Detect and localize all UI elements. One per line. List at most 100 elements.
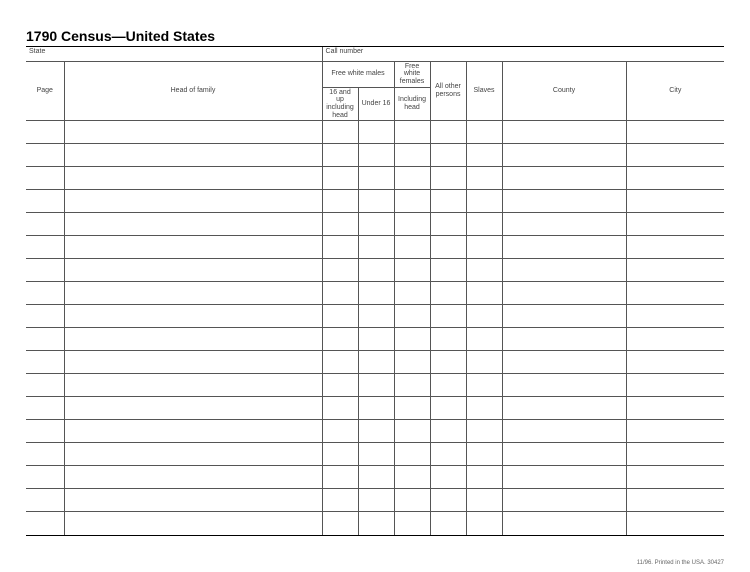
data-cell[interactable] xyxy=(358,121,394,144)
data-cell[interactable] xyxy=(358,443,394,466)
data-cell[interactable] xyxy=(430,167,466,190)
data-cell[interactable] xyxy=(322,420,358,443)
data-cell[interactable] xyxy=(26,512,64,535)
data-cell[interactable] xyxy=(430,397,466,420)
data-cell[interactable] xyxy=(26,466,64,489)
data-cell[interactable] xyxy=(430,282,466,305)
data-cell[interactable] xyxy=(322,305,358,328)
data-cell[interactable] xyxy=(358,236,394,259)
data-cell[interactable] xyxy=(26,236,64,259)
data-cell[interactable] xyxy=(322,489,358,512)
data-cell[interactable] xyxy=(26,351,64,374)
data-cell[interactable] xyxy=(430,236,466,259)
data-cell[interactable] xyxy=(394,443,430,466)
data-cell[interactable] xyxy=(626,512,724,535)
data-cell[interactable] xyxy=(502,397,626,420)
data-cell[interactable] xyxy=(626,328,724,351)
data-cell[interactable] xyxy=(502,190,626,213)
data-cell[interactable] xyxy=(358,328,394,351)
data-cell[interactable] xyxy=(466,466,502,489)
data-cell[interactable] xyxy=(394,190,430,213)
data-cell[interactable] xyxy=(430,489,466,512)
data-cell[interactable] xyxy=(394,259,430,282)
data-cell[interactable] xyxy=(26,328,64,351)
data-cell[interactable] xyxy=(466,305,502,328)
data-cell[interactable] xyxy=(430,512,466,535)
data-cell[interactable] xyxy=(322,466,358,489)
data-cell[interactable] xyxy=(502,374,626,397)
data-cell[interactable] xyxy=(358,259,394,282)
data-cell[interactable] xyxy=(626,397,724,420)
data-cell[interactable] xyxy=(322,282,358,305)
data-cell[interactable] xyxy=(466,443,502,466)
data-cell[interactable] xyxy=(466,121,502,144)
data-cell[interactable] xyxy=(64,466,322,489)
data-cell[interactable] xyxy=(430,144,466,167)
data-cell[interactable] xyxy=(26,121,64,144)
data-cell[interactable] xyxy=(64,512,322,535)
data-cell[interactable] xyxy=(430,305,466,328)
data-cell[interactable] xyxy=(430,374,466,397)
data-cell[interactable] xyxy=(394,397,430,420)
data-cell[interactable] xyxy=(64,282,322,305)
data-cell[interactable] xyxy=(322,374,358,397)
data-cell[interactable] xyxy=(466,167,502,190)
data-cell[interactable] xyxy=(466,259,502,282)
data-cell[interactable] xyxy=(64,144,322,167)
data-cell[interactable] xyxy=(358,466,394,489)
data-cell[interactable] xyxy=(322,121,358,144)
data-cell[interactable] xyxy=(64,190,322,213)
data-cell[interactable] xyxy=(502,328,626,351)
data-cell[interactable] xyxy=(466,489,502,512)
data-cell[interactable] xyxy=(64,121,322,144)
data-cell[interactable] xyxy=(502,420,626,443)
data-cell[interactable] xyxy=(26,305,64,328)
data-cell[interactable] xyxy=(466,512,502,535)
data-cell[interactable] xyxy=(358,144,394,167)
data-cell[interactable] xyxy=(322,236,358,259)
data-cell[interactable] xyxy=(626,420,724,443)
data-cell[interactable] xyxy=(430,328,466,351)
data-cell[interactable] xyxy=(502,443,626,466)
data-cell[interactable] xyxy=(64,328,322,351)
data-cell[interactable] xyxy=(64,351,322,374)
data-cell[interactable] xyxy=(64,420,322,443)
data-cell[interactable] xyxy=(394,213,430,236)
data-cell[interactable] xyxy=(358,351,394,374)
state-field[interactable]: State xyxy=(26,47,322,61)
data-cell[interactable] xyxy=(430,121,466,144)
data-cell[interactable] xyxy=(358,489,394,512)
data-cell[interactable] xyxy=(64,259,322,282)
data-cell[interactable] xyxy=(358,282,394,305)
data-cell[interactable] xyxy=(322,397,358,420)
data-cell[interactable] xyxy=(322,259,358,282)
data-cell[interactable] xyxy=(26,282,64,305)
data-cell[interactable] xyxy=(26,190,64,213)
data-cell[interactable] xyxy=(26,213,64,236)
data-cell[interactable] xyxy=(64,236,322,259)
data-cell[interactable] xyxy=(394,420,430,443)
data-cell[interactable] xyxy=(26,397,64,420)
data-cell[interactable] xyxy=(626,236,724,259)
data-cell[interactable] xyxy=(502,259,626,282)
data-cell[interactable] xyxy=(502,167,626,190)
data-cell[interactable] xyxy=(394,167,430,190)
data-cell[interactable] xyxy=(394,466,430,489)
data-cell[interactable] xyxy=(358,190,394,213)
data-cell[interactable] xyxy=(64,305,322,328)
data-cell[interactable] xyxy=(466,374,502,397)
data-cell[interactable] xyxy=(626,466,724,489)
data-cell[interactable] xyxy=(64,489,322,512)
data-cell[interactable] xyxy=(502,512,626,535)
data-cell[interactable] xyxy=(26,420,64,443)
data-cell[interactable] xyxy=(394,374,430,397)
data-cell[interactable] xyxy=(26,374,64,397)
data-cell[interactable] xyxy=(626,190,724,213)
data-cell[interactable] xyxy=(322,512,358,535)
data-cell[interactable] xyxy=(358,374,394,397)
data-cell[interactable] xyxy=(626,121,724,144)
data-cell[interactable] xyxy=(466,351,502,374)
data-cell[interactable] xyxy=(502,489,626,512)
data-cell[interactable] xyxy=(502,466,626,489)
data-cell[interactable] xyxy=(322,443,358,466)
